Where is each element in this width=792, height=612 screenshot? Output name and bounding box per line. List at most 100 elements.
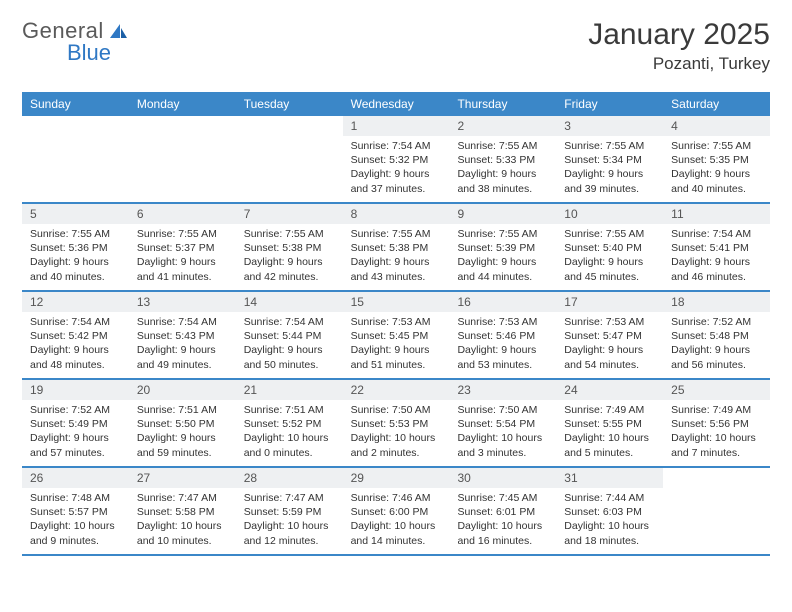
day-body: Sunrise: 7:54 AMSunset: 5:41 PMDaylight:…: [663, 224, 770, 290]
day-cell: 29Sunrise: 7:46 AMSunset: 6:00 PMDayligh…: [343, 468, 450, 554]
sunrise-text: Sunrise: 7:55 AM: [137, 227, 228, 241]
daylight-text: Daylight: 10 hours and 7 minutes.: [671, 431, 762, 459]
day-body: Sunrise: 7:55 AMSunset: 5:38 PMDaylight:…: [343, 224, 450, 290]
sunrise-text: Sunrise: 7:55 AM: [564, 139, 655, 153]
sunset-text: Sunset: 6:01 PM: [457, 505, 548, 519]
day-cell: 30Sunrise: 7:45 AMSunset: 6:01 PMDayligh…: [449, 468, 556, 554]
sunset-text: Sunset: 5:36 PM: [30, 241, 121, 255]
daylight-text: Daylight: 9 hours and 51 minutes.: [351, 343, 442, 371]
day-cell: 2Sunrise: 7:55 AMSunset: 5:33 PMDaylight…: [449, 116, 556, 202]
day-body: Sunrise: 7:49 AMSunset: 5:56 PMDaylight:…: [663, 400, 770, 466]
day-body: Sunrise: 7:53 AMSunset: 5:45 PMDaylight:…: [343, 312, 450, 378]
sunrise-text: Sunrise: 7:45 AM: [457, 491, 548, 505]
dow-thursday: Thursday: [449, 92, 556, 116]
day-number: 6: [129, 204, 236, 224]
day-cell: 27Sunrise: 7:47 AMSunset: 5:58 PMDayligh…: [129, 468, 236, 554]
sunrise-text: Sunrise: 7:51 AM: [137, 403, 228, 417]
day-cell: [129, 116, 236, 202]
day-number: 27: [129, 468, 236, 488]
sunset-text: Sunset: 5:45 PM: [351, 329, 442, 343]
sunrise-text: Sunrise: 7:52 AM: [671, 315, 762, 329]
day-number: 5: [22, 204, 129, 224]
sunrise-text: Sunrise: 7:52 AM: [30, 403, 121, 417]
sunrise-text: Sunrise: 7:55 AM: [564, 227, 655, 241]
sunrise-text: Sunrise: 7:47 AM: [137, 491, 228, 505]
sunset-text: Sunset: 5:58 PM: [137, 505, 228, 519]
day-cell: 15Sunrise: 7:53 AMSunset: 5:45 PMDayligh…: [343, 292, 450, 378]
day-cell: 31Sunrise: 7:44 AMSunset: 6:03 PMDayligh…: [556, 468, 663, 554]
day-body: Sunrise: 7:51 AMSunset: 5:52 PMDaylight:…: [236, 400, 343, 466]
sunrise-text: Sunrise: 7:49 AM: [564, 403, 655, 417]
week-row: 19Sunrise: 7:52 AMSunset: 5:49 PMDayligh…: [22, 380, 770, 468]
day-cell: 21Sunrise: 7:51 AMSunset: 5:52 PMDayligh…: [236, 380, 343, 466]
dow-saturday: Saturday: [663, 92, 770, 116]
dow-row: Sunday Monday Tuesday Wednesday Thursday…: [22, 92, 770, 116]
header: General January 2025 Pozanti, Turkey: [22, 18, 770, 74]
day-body: Sunrise: 7:50 AMSunset: 5:53 PMDaylight:…: [343, 400, 450, 466]
day-number: 31: [556, 468, 663, 488]
day-body: Sunrise: 7:46 AMSunset: 6:00 PMDaylight:…: [343, 488, 450, 554]
calendar: Sunday Monday Tuesday Wednesday Thursday…: [22, 92, 770, 556]
week-row: 1Sunrise: 7:54 AMSunset: 5:32 PMDaylight…: [22, 116, 770, 204]
daylight-text: Daylight: 10 hours and 10 minutes.: [137, 519, 228, 547]
day-body: Sunrise: 7:50 AMSunset: 5:54 PMDaylight:…: [449, 400, 556, 466]
day-number: 19: [22, 380, 129, 400]
sunrise-text: Sunrise: 7:46 AM: [351, 491, 442, 505]
day-number: 18: [663, 292, 770, 312]
day-cell: 4Sunrise: 7:55 AMSunset: 5:35 PMDaylight…: [663, 116, 770, 202]
sunset-text: Sunset: 5:48 PM: [671, 329, 762, 343]
day-cell: 17Sunrise: 7:53 AMSunset: 5:47 PMDayligh…: [556, 292, 663, 378]
daylight-text: Daylight: 9 hours and 49 minutes.: [137, 343, 228, 371]
daylight-text: Daylight: 9 hours and 40 minutes.: [30, 255, 121, 283]
daylight-text: Daylight: 10 hours and 12 minutes.: [244, 519, 335, 547]
day-number: 11: [663, 204, 770, 224]
day-cell: 19Sunrise: 7:52 AMSunset: 5:49 PMDayligh…: [22, 380, 129, 466]
day-cell: 5Sunrise: 7:55 AMSunset: 5:36 PMDaylight…: [22, 204, 129, 290]
day-body: Sunrise: 7:55 AMSunset: 5:36 PMDaylight:…: [22, 224, 129, 290]
week-row: 12Sunrise: 7:54 AMSunset: 5:42 PMDayligh…: [22, 292, 770, 380]
sunrise-text: Sunrise: 7:49 AM: [671, 403, 762, 417]
daylight-text: Daylight: 9 hours and 37 minutes.: [351, 167, 442, 195]
day-body: Sunrise: 7:54 AMSunset: 5:32 PMDaylight:…: [343, 136, 450, 202]
sunset-text: Sunset: 5:43 PM: [137, 329, 228, 343]
sunset-text: Sunset: 5:47 PM: [564, 329, 655, 343]
day-cell: 23Sunrise: 7:50 AMSunset: 5:54 PMDayligh…: [449, 380, 556, 466]
day-body: Sunrise: 7:54 AMSunset: 5:43 PMDaylight:…: [129, 312, 236, 378]
daylight-text: Daylight: 10 hours and 2 minutes.: [351, 431, 442, 459]
daylight-text: Daylight: 10 hours and 3 minutes.: [457, 431, 548, 459]
day-body: Sunrise: 7:54 AMSunset: 5:44 PMDaylight:…: [236, 312, 343, 378]
daylight-text: Daylight: 9 hours and 38 minutes.: [457, 167, 548, 195]
sunset-text: Sunset: 5:49 PM: [30, 417, 121, 431]
day-number: 1: [343, 116, 450, 136]
sunrise-text: Sunrise: 7:55 AM: [351, 227, 442, 241]
sunrise-text: Sunrise: 7:53 AM: [351, 315, 442, 329]
day-number: 20: [129, 380, 236, 400]
day-number: 30: [449, 468, 556, 488]
day-number: 15: [343, 292, 450, 312]
day-cell: 26Sunrise: 7:48 AMSunset: 5:57 PMDayligh…: [22, 468, 129, 554]
day-cell: 10Sunrise: 7:55 AMSunset: 5:40 PMDayligh…: [556, 204, 663, 290]
day-cell: 11Sunrise: 7:54 AMSunset: 5:41 PMDayligh…: [663, 204, 770, 290]
day-cell: 20Sunrise: 7:51 AMSunset: 5:50 PMDayligh…: [129, 380, 236, 466]
day-body: Sunrise: 7:48 AMSunset: 5:57 PMDaylight:…: [22, 488, 129, 554]
day-number: 9: [449, 204, 556, 224]
sunrise-text: Sunrise: 7:47 AM: [244, 491, 335, 505]
sunrise-text: Sunrise: 7:55 AM: [457, 139, 548, 153]
day-number: 25: [663, 380, 770, 400]
daylight-text: Daylight: 9 hours and 56 minutes.: [671, 343, 762, 371]
sunrise-text: Sunrise: 7:54 AM: [30, 315, 121, 329]
sunrise-text: Sunrise: 7:55 AM: [457, 227, 548, 241]
sunset-text: Sunset: 5:35 PM: [671, 153, 762, 167]
day-body: Sunrise: 7:47 AMSunset: 5:58 PMDaylight:…: [129, 488, 236, 554]
day-body: Sunrise: 7:52 AMSunset: 5:49 PMDaylight:…: [22, 400, 129, 466]
sunset-text: Sunset: 5:53 PM: [351, 417, 442, 431]
week-row: 26Sunrise: 7:48 AMSunset: 5:57 PMDayligh…: [22, 468, 770, 556]
day-body: Sunrise: 7:55 AMSunset: 5:40 PMDaylight:…: [556, 224, 663, 290]
day-number: 14: [236, 292, 343, 312]
day-cell: 16Sunrise: 7:53 AMSunset: 5:46 PMDayligh…: [449, 292, 556, 378]
sunset-text: Sunset: 5:42 PM: [30, 329, 121, 343]
daylight-text: Daylight: 10 hours and 9 minutes.: [30, 519, 121, 547]
sunset-text: Sunset: 6:00 PM: [351, 505, 442, 519]
day-number: 13: [129, 292, 236, 312]
day-cell: 9Sunrise: 7:55 AMSunset: 5:39 PMDaylight…: [449, 204, 556, 290]
